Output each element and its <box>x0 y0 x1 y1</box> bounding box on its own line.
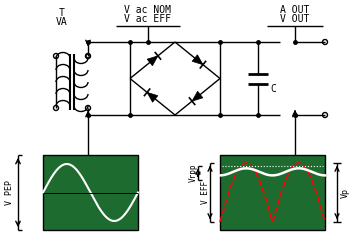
Bar <box>220 155 325 230</box>
Text: V PEP: V PEP <box>5 180 14 205</box>
Text: V ac NOM: V ac NOM <box>125 5 172 15</box>
Bar <box>43 155 138 230</box>
Polygon shape <box>147 56 158 66</box>
Text: V EFF: V EFF <box>201 181 210 204</box>
Text: A OUT: A OUT <box>280 5 310 15</box>
Text: V OUT: V OUT <box>280 14 310 24</box>
Text: C: C <box>270 84 276 94</box>
Text: VA: VA <box>56 17 68 27</box>
Polygon shape <box>147 92 158 102</box>
Text: V ac EFF: V ac EFF <box>125 14 172 24</box>
Polygon shape <box>192 55 203 65</box>
Polygon shape <box>192 91 203 101</box>
Text: Vrpp: Vrpp <box>189 164 197 182</box>
Text: T: T <box>59 8 65 18</box>
Text: Vp: Vp <box>341 188 350 198</box>
